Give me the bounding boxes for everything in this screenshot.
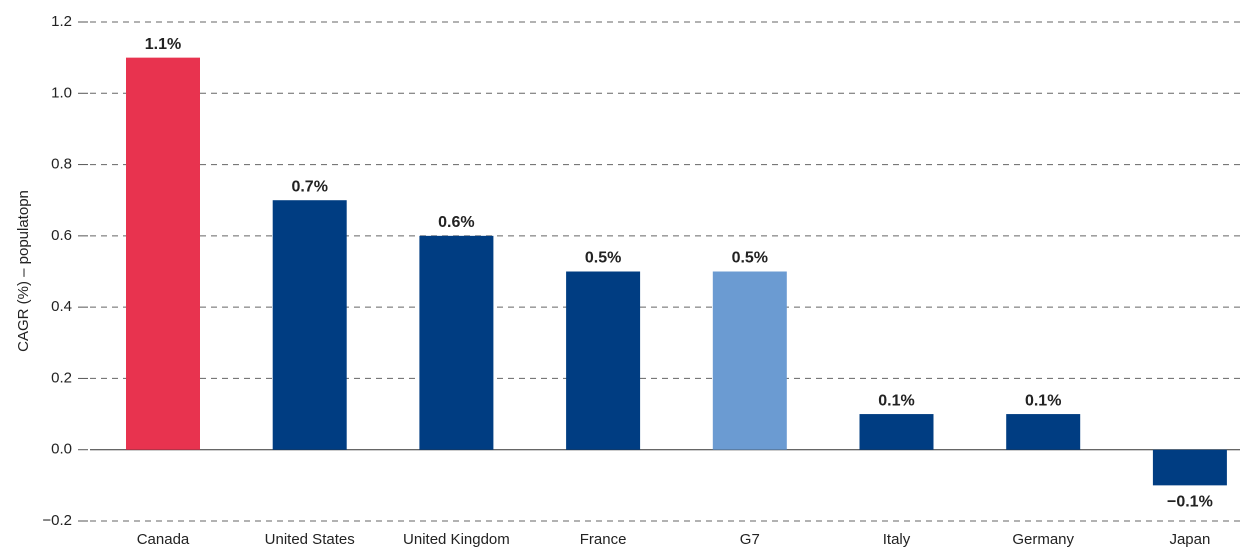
- x-tick-label: Japan: [1169, 531, 1210, 548]
- value-label: −0.1%: [1167, 494, 1213, 511]
- value-label: 0.7%: [291, 178, 327, 195]
- value-label: 0.1%: [878, 392, 914, 409]
- bar: [1152, 449, 1227, 486]
- y-tick-label: −0.2: [42, 512, 72, 529]
- x-tick-label: France: [580, 531, 627, 548]
- y-tick-label: 0.6: [51, 227, 72, 244]
- bar: [1006, 414, 1081, 450]
- y-axis-label: CAGR (%) – populatopn: [15, 190, 32, 352]
- x-tick-label: United States: [265, 531, 355, 548]
- bar: [272, 200, 347, 450]
- y-tick-label: 0.4: [51, 298, 72, 315]
- value-label: 0.6%: [438, 214, 474, 231]
- value-label: 0.1%: [1025, 392, 1061, 409]
- bar: [712, 271, 787, 450]
- y-tick-label: 0.2: [51, 369, 72, 386]
- x-tick-label: Germany: [1012, 531, 1074, 548]
- bar: [126, 57, 200, 450]
- value-label: 0.5%: [732, 250, 768, 267]
- bar: [419, 235, 494, 450]
- y-tick-label: 1.0: [51, 84, 72, 101]
- x-tick-label: G7: [740, 531, 760, 548]
- value-label: 0.5%: [585, 250, 621, 267]
- x-tick-label: Italy: [883, 531, 911, 548]
- x-tick-label: United Kingdom: [403, 531, 510, 548]
- bar: [566, 271, 641, 450]
- y-tick-label: 1.2: [51, 13, 72, 30]
- x-tick-label: Canada: [137, 531, 190, 548]
- y-tick-label: 0.8: [51, 156, 72, 173]
- bar: [859, 414, 934, 450]
- value-label: 1.1%: [145, 36, 181, 53]
- y-tick-label: 0.0: [51, 441, 72, 458]
